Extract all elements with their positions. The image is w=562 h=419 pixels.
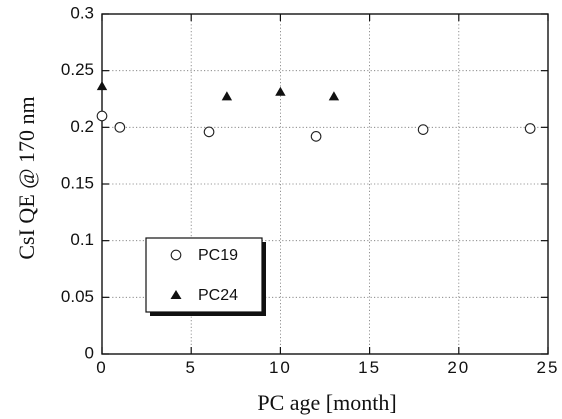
point-pc19: [310, 131, 322, 142]
legend: PC19 PC24: [145, 237, 266, 316]
y-tick-label: 0.2: [70, 117, 94, 136]
x-tick-label: 5: [185, 358, 196, 377]
x-tick-label: 25: [537, 358, 560, 377]
y-tick-label: 0.15: [61, 173, 94, 192]
x-tick-label: 20: [447, 358, 470, 377]
x-tick-label: 10: [269, 358, 292, 377]
legend-marker-pc19: [170, 249, 182, 261]
x-axis-title: PC age [month]: [257, 390, 396, 415]
point-pc19: [417, 124, 429, 135]
point-pc19: [524, 123, 536, 134]
point-pc24: [221, 91, 233, 101]
y-tick-label: 0.05: [61, 287, 94, 306]
point-pc19: [114, 121, 126, 133]
point-pc24: [275, 86, 286, 96]
point-pc19: [96, 110, 108, 122]
y-axis-title: CsI QE @ 170 nm: [14, 96, 39, 259]
point-pc24: [96, 81, 108, 91]
point-pc24: [328, 91, 340, 101]
y-tick-label: 0.3: [70, 3, 94, 22]
y-tick-labels: 0 0.05 0.1 0.15 0.2 0.25 0.3: [61, 3, 94, 362]
plot-frame: [101, 13, 549, 355]
legend-label-pc24: PC24: [198, 287, 238, 304]
legend-marker-pc24: [170, 290, 182, 299]
y-tick-label: 0.25: [61, 60, 94, 79]
point-pc19: [203, 126, 215, 138]
x-tick-label: 15: [358, 358, 381, 377]
y-tick-label: 0.1: [70, 230, 94, 249]
y-tick-label: 0: [85, 343, 94, 362]
x-tick-labels: 0 5 10 15 20 25: [96, 358, 560, 377]
legend-label-pc19: PC19: [198, 247, 238, 264]
legend-box: [145, 237, 263, 313]
data-points: [96, 81, 536, 142]
x-tick-label: 0: [96, 358, 107, 377]
